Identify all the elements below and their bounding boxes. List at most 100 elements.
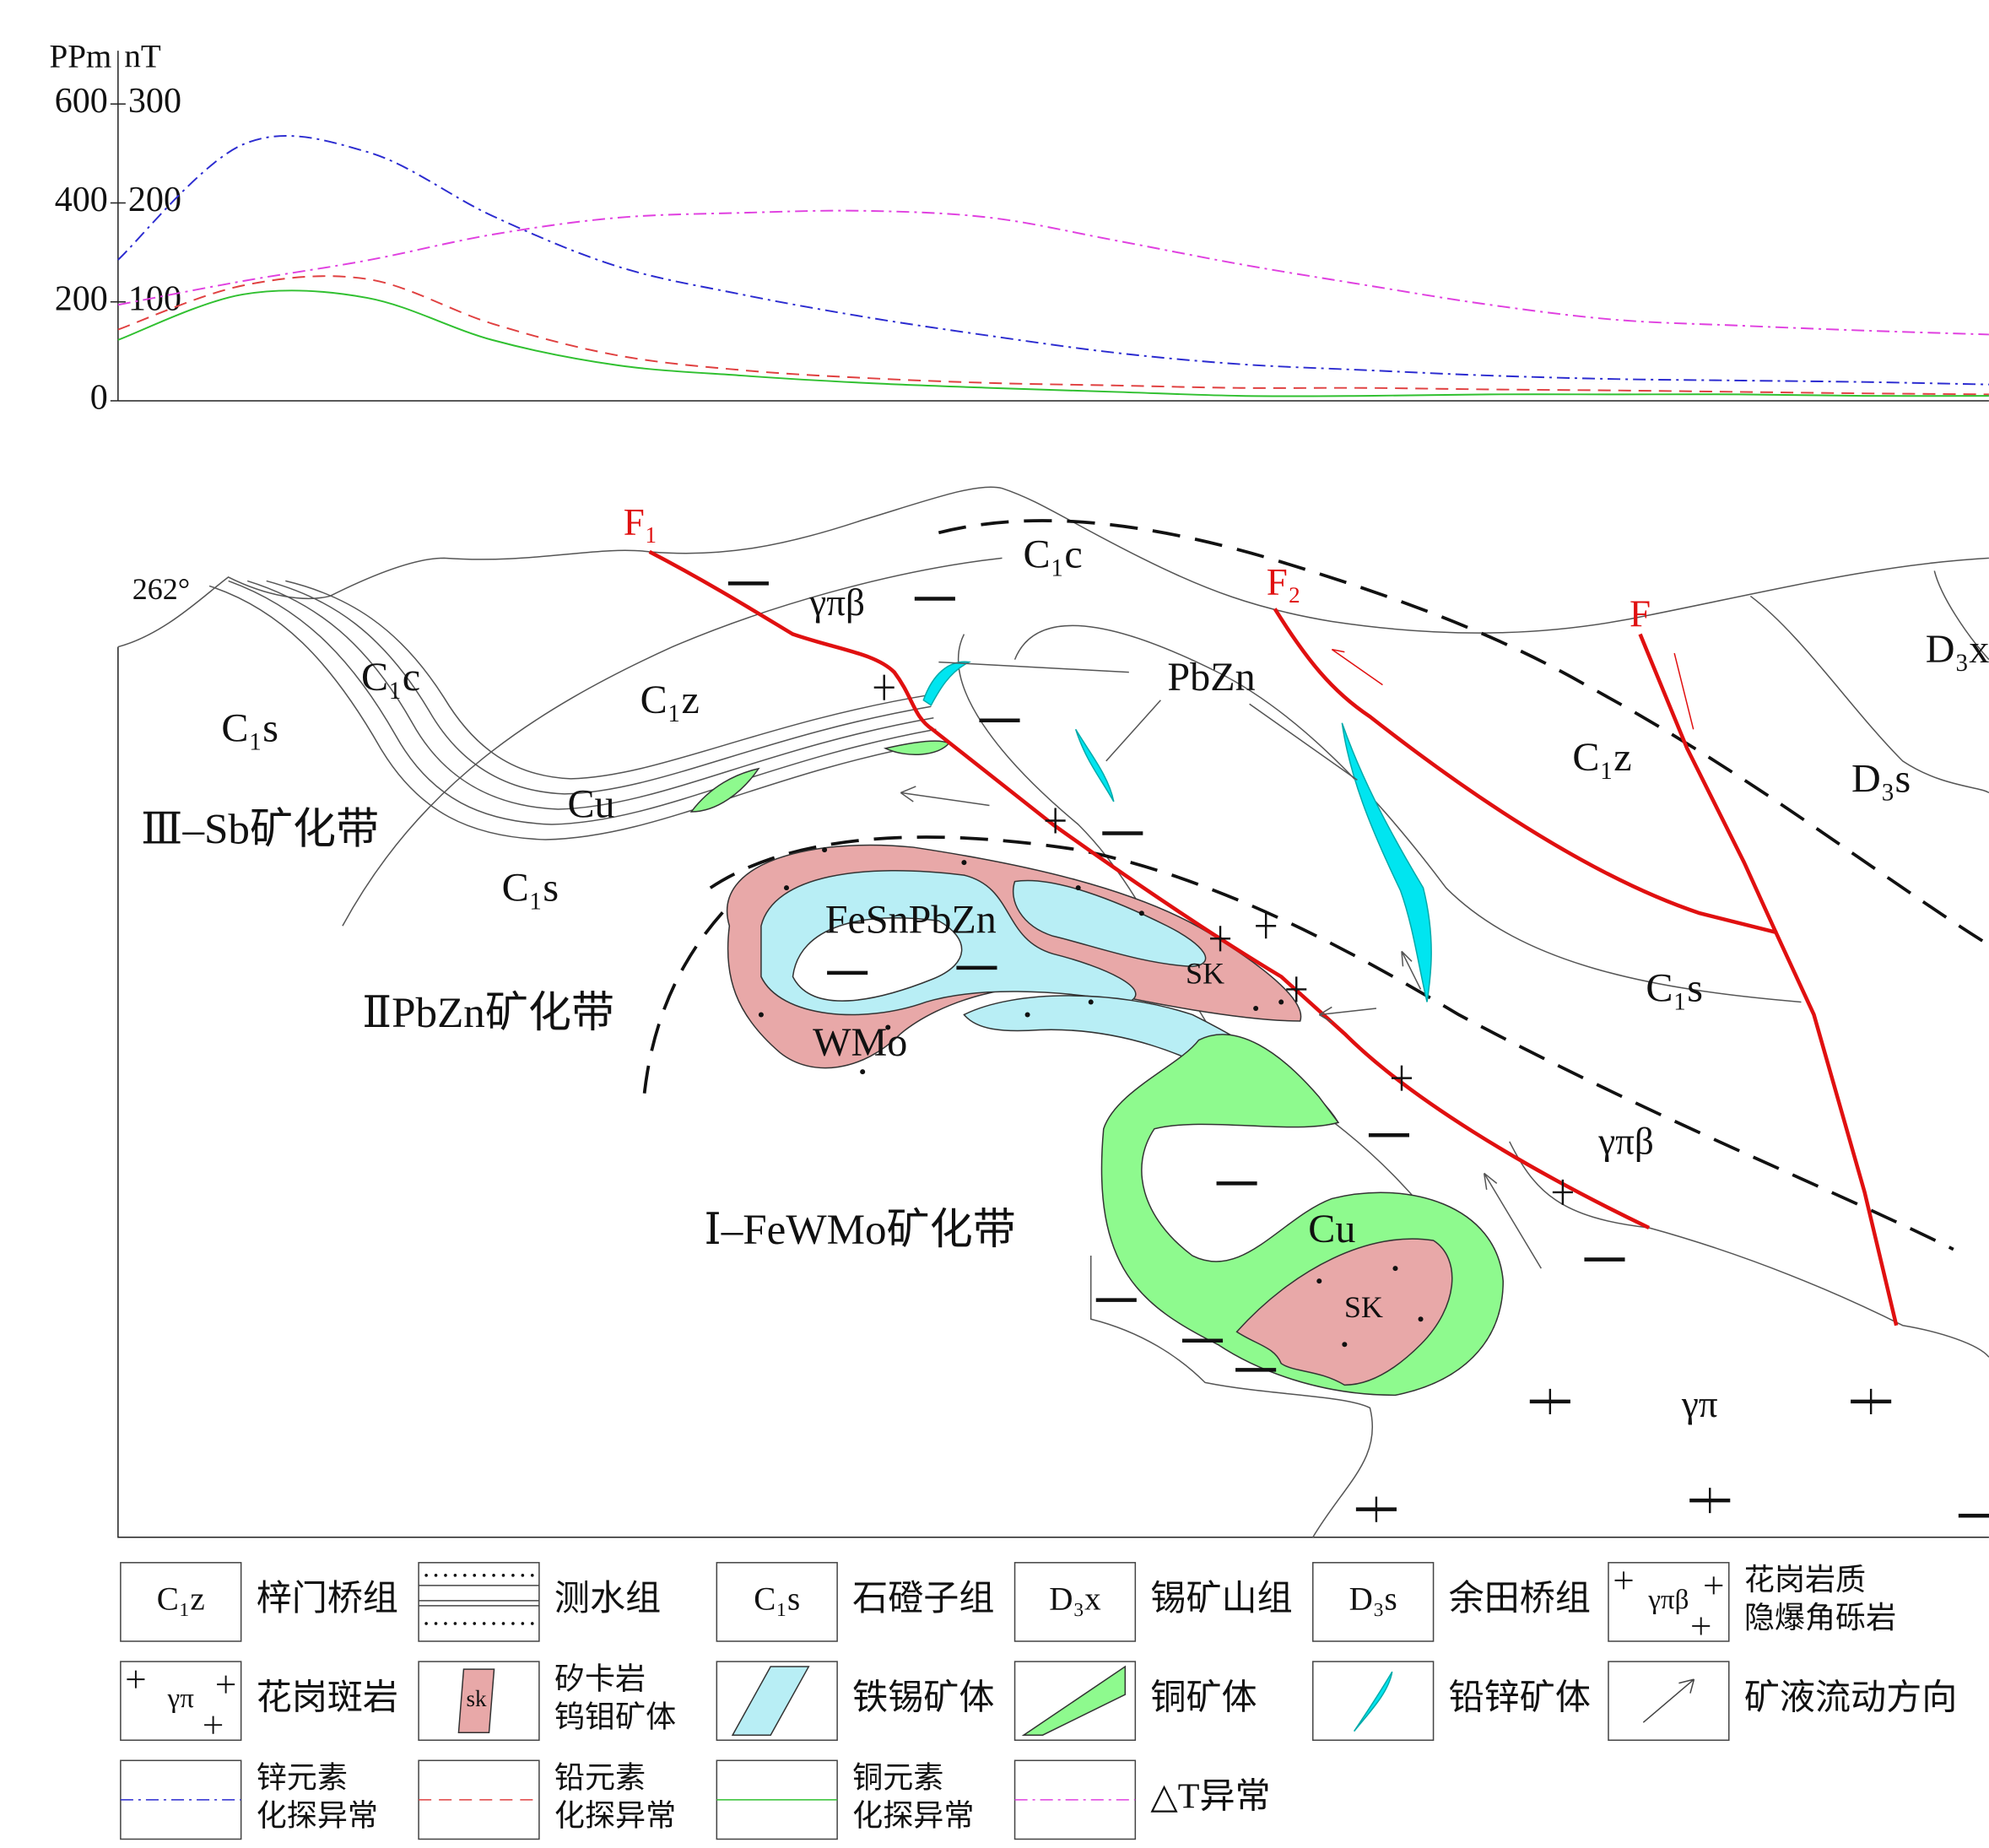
section-label: D₃s	[1851, 756, 1911, 801]
legend-symbol: D₃s	[1349, 1581, 1397, 1617]
legend-plus	[1705, 1576, 1723, 1595]
legend-box	[716, 1562, 838, 1642]
section-label: C₁c	[361, 655, 420, 700]
section-label: D₃x	[1926, 627, 1989, 672]
legend-dot	[463, 1622, 467, 1625]
section-label: 262°	[132, 572, 191, 606]
legend-dot	[453, 1622, 457, 1625]
legend-box	[1013, 1562, 1137, 1642]
plus-symbol	[873, 674, 895, 700]
y-tick-label: 400	[55, 181, 108, 219]
flow-arrows	[900, 786, 1542, 1269]
legend-label: 梓门桥组	[257, 1579, 398, 1618]
section-label: γπβ	[808, 581, 865, 624]
y-tick-label: 200	[55, 279, 108, 318]
legend-label: 钨钼矿体	[554, 1699, 676, 1733]
skarn-dot	[758, 1012, 764, 1018]
legend-dot	[482, 1622, 486, 1625]
skarn-dot	[1316, 1278, 1322, 1284]
legend-box	[716, 1661, 838, 1741]
legend-box	[120, 1661, 242, 1741]
legend-dot	[473, 1574, 477, 1577]
section-label: PbZn	[1167, 655, 1255, 700]
leader-lines	[938, 661, 1358, 781]
cross-section	[117, 486, 1989, 1538]
legend-dot	[492, 1574, 495, 1577]
legend-label: 铜矿体	[1150, 1678, 1257, 1717]
legend: C₁z 梓门桥组 测水组 C₁s 石磴子组 D₃x 锡矿山组 D₃s 余田桥组 γπβ 花岗岩质隐爆…	[120, 1562, 1957, 1840]
skarn-dot	[1278, 999, 1284, 1005]
legend-box	[1312, 1661, 1435, 1741]
plus-symbol	[1365, 1496, 1386, 1522]
section-label: Ⅲ–Sb矿化带	[141, 805, 379, 853]
legend-label: 测水组	[554, 1580, 661, 1618]
plus-symbol	[1210, 926, 1231, 952]
section-label: C₁s	[502, 866, 559, 910]
legend-plus	[204, 1716, 223, 1734]
pbzn-vein	[922, 661, 1432, 1002]
legend-symbol: γπβ	[1647, 1585, 1689, 1615]
section-label: SK	[1344, 1290, 1383, 1324]
legend-symbol: C₁z	[157, 1581, 205, 1617]
legend-dot	[501, 1574, 505, 1577]
section-label: C₁c	[1024, 532, 1083, 576]
skarn-dot	[783, 885, 789, 891]
legend-dot	[444, 1622, 447, 1625]
legend-dot	[521, 1574, 525, 1577]
legend-dot	[482, 1574, 486, 1577]
legend-box	[1013, 1661, 1137, 1741]
anomaly-curve	[117, 209, 1989, 336]
legend-symbol: γπ	[167, 1683, 195, 1714]
y2-axis-label: nT	[124, 39, 161, 75]
legend-box	[1608, 1562, 1730, 1642]
y2-tick-label: 200	[128, 181, 181, 219]
legend-label: 石磴子组	[852, 1580, 994, 1618]
y2-tick-label: 300	[128, 82, 181, 121]
fesn-body	[1012, 879, 1207, 968]
faults	[648, 549, 1899, 1327]
legend-label: 化探异常	[852, 1799, 974, 1833]
section-labels: 262° F₁ F₂ F C₁c C₁c C₁z C₁s C₁s C₁z D₃s D₃x C₁s γπβ γ…	[132, 501, 1989, 1522]
section-label: C₁s	[221, 705, 278, 750]
legend-dot	[434, 1622, 438, 1625]
legend-label: 花岗斑岩	[257, 1678, 398, 1717]
legend-box	[1608, 1661, 1730, 1741]
section-label: C₁z	[640, 678, 700, 722]
legend-plus	[1692, 1617, 1711, 1635]
skarn-dot	[1088, 999, 1094, 1005]
skarn-dot	[1024, 1012, 1030, 1018]
legend-box	[418, 1562, 540, 1642]
legend-plus	[127, 1670, 145, 1689]
section-label: ⅡPbZn矿化带	[362, 989, 614, 1037]
section-label: FeSnPbZn	[825, 897, 997, 942]
fault-sense	[1331, 648, 1694, 730]
legend-dot	[444, 1574, 447, 1577]
legend-label: 铜元素	[852, 1761, 943, 1795]
legend-dot	[434, 1574, 438, 1577]
legend-box	[418, 1661, 540, 1741]
plus-symbol	[1045, 808, 1066, 834]
plus-symbol	[1391, 1065, 1413, 1091]
section-label: Cu	[1308, 1207, 1355, 1251]
plus-symbol	[1700, 1488, 1721, 1514]
legend-box	[1312, 1562, 1435, 1642]
skarn-dot	[1342, 1342, 1348, 1348]
legend-plus	[217, 1675, 235, 1694]
legend-dot	[521, 1622, 525, 1625]
copper-lens	[689, 740, 950, 813]
section-label: γπβ	[1597, 1121, 1654, 1163]
legend-swatch	[1021, 1665, 1127, 1736]
legend-label: 化探异常	[257, 1799, 378, 1833]
plus-symbol	[1286, 976, 1307, 1002]
skarn-dot	[1075, 885, 1081, 891]
plus-symbol	[1539, 1388, 1560, 1414]
section-label: C₁s	[1646, 965, 1703, 1010]
section-label: SK	[1186, 957, 1224, 991]
legend-symbol: C₁s	[754, 1581, 800, 1617]
legend-dot	[424, 1574, 428, 1577]
legend-dot	[530, 1574, 534, 1577]
legend-dot	[453, 1574, 457, 1577]
skarn-dot	[885, 1024, 891, 1030]
section-label: γπ	[1681, 1383, 1718, 1425]
